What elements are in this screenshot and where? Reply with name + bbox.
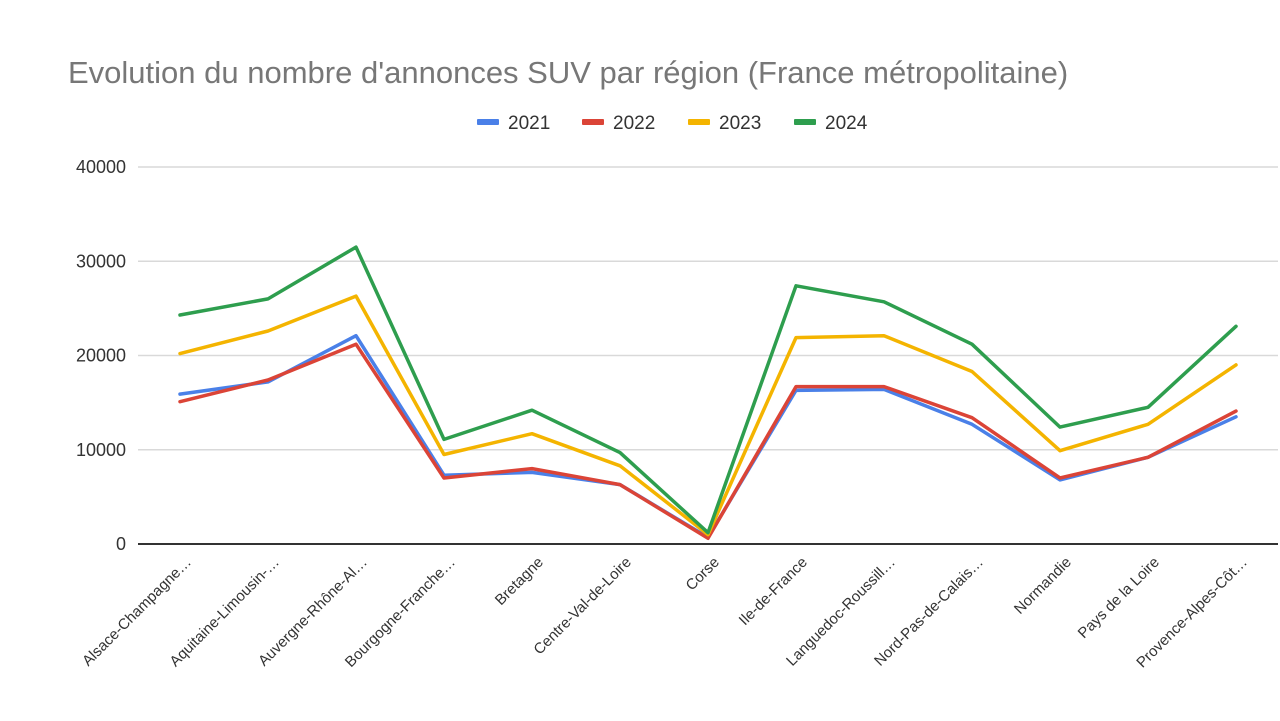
x-tick-label: Corse bbox=[683, 554, 723, 594]
y-tick-label: 10000 bbox=[76, 440, 126, 460]
x-tick-label: Pays de la Loire bbox=[1075, 554, 1163, 642]
legend-label: 2024 bbox=[825, 113, 868, 134]
series-line-2022 bbox=[178, 342, 1238, 541]
chart-legend: 2021 2022 2023 2024 bbox=[477, 113, 868, 134]
y-tick-label: 20000 bbox=[76, 346, 126, 366]
x-tick-label: Bretagne bbox=[492, 554, 547, 609]
y-tick-label: 40000 bbox=[76, 157, 126, 177]
series-line-2021 bbox=[178, 333, 1238, 540]
legend-swatch bbox=[477, 119, 499, 125]
series-line-2023 bbox=[178, 294, 1238, 537]
x-tick-label: Centre-Val-de-Loire bbox=[530, 554, 634, 658]
x-tick-label: Ile-de-France bbox=[736, 554, 811, 629]
legend-swatch bbox=[582, 119, 604, 125]
legend-label: 2021 bbox=[508, 113, 550, 134]
y-tick-label: 30000 bbox=[76, 251, 126, 271]
x-tick-label: Normandie bbox=[1011, 554, 1075, 618]
y-axis-ticks: 0 10000 20000 30000 40000 bbox=[76, 157, 126, 554]
legend-label: 2022 bbox=[613, 113, 655, 134]
series-lines bbox=[178, 245, 1238, 541]
legend-label: 2023 bbox=[719, 113, 761, 134]
chart-title: Evolution du nombre d'annonces SUV par r… bbox=[68, 55, 1068, 90]
legend-swatch bbox=[688, 119, 710, 125]
x-axis-ticks: Alsace-Champagne…Aquitaine-Limousin-…Auv… bbox=[79, 554, 1251, 672]
y-tick-label: 0 bbox=[116, 534, 126, 554]
legend-swatch bbox=[794, 119, 816, 125]
series-line-2024 bbox=[178, 245, 1238, 535]
grid-lines bbox=[138, 166, 1278, 451]
